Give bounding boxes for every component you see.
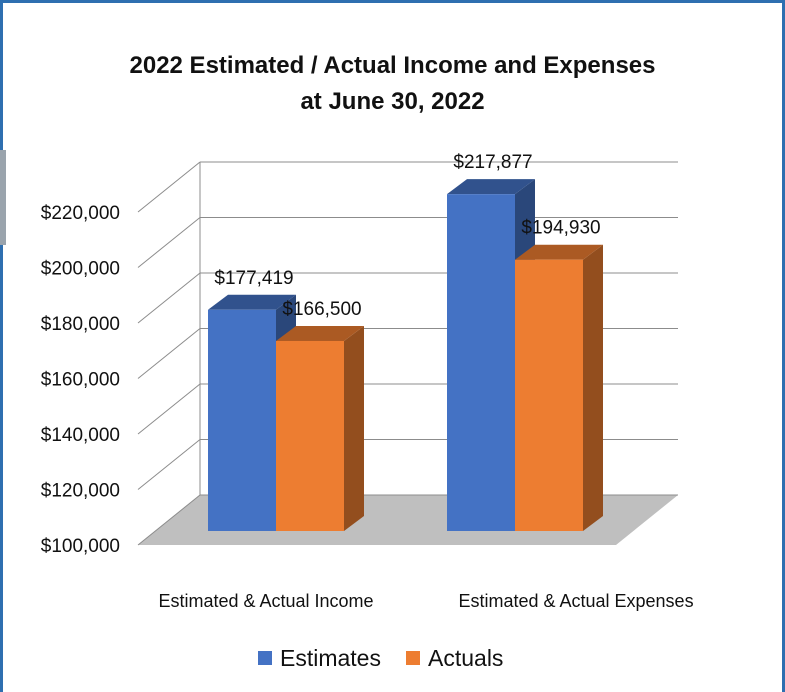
y-tick-label: $200,000	[41, 259, 120, 280]
legend-label-actuals: Actuals	[428, 645, 503, 671]
y-tick-label: $220,000	[41, 203, 120, 224]
bar-top-estimates	[447, 179, 535, 195]
data-label: $217,877	[453, 152, 532, 173]
side-wall-gridline	[137, 161, 201, 213]
legend-swatch-actuals	[406, 651, 420, 665]
bar-side-actuals	[583, 244, 603, 531]
y-tick-label: $160,000	[41, 370, 120, 391]
bar-top-actuals	[276, 325, 364, 341]
bar-estimates	[208, 309, 276, 531]
y-tick-label: $120,000	[41, 481, 120, 502]
x-tick-label: Estimated & Actual Expenses	[458, 591, 693, 611]
data-label: $194,930	[521, 218, 600, 239]
y-tick-label: $180,000	[41, 314, 120, 335]
bar-top-estimates	[208, 294, 296, 310]
bar-side-actuals	[344, 325, 364, 531]
left-edge-marker	[0, 150, 6, 245]
data-label: $166,500	[282, 299, 361, 320]
x-tick-label: Estimated & Actual Income	[158, 591, 373, 611]
legend-label-estimates: Estimates	[280, 645, 381, 671]
bar-actuals	[515, 259, 583, 531]
side-wall-gridline	[137, 328, 201, 379]
side-wall-gridline	[137, 439, 201, 490]
data-label: $177,419	[214, 268, 293, 289]
side-wall-gridline	[137, 217, 201, 268]
chart-subtitle: at June 30, 2022	[300, 88, 485, 115]
bar-estimates	[447, 194, 515, 531]
y-tick-label: $140,000	[41, 425, 120, 446]
side-wall-gridline	[137, 272, 201, 324]
chart-title-block: 2022 Estimated / Actual Income and Expen…	[0, 48, 785, 120]
chart-title: 2022 Estimated / Actual Income and Expen…	[129, 52, 656, 79]
bar-top-actuals	[515, 244, 603, 260]
y-tick-label: $100,000	[41, 536, 120, 557]
side-wall-gridline	[137, 494, 201, 546]
bar-actuals	[276, 340, 344, 531]
side-wall-gridline	[137, 383, 201, 435]
legend-swatch-estimates	[258, 651, 272, 665]
